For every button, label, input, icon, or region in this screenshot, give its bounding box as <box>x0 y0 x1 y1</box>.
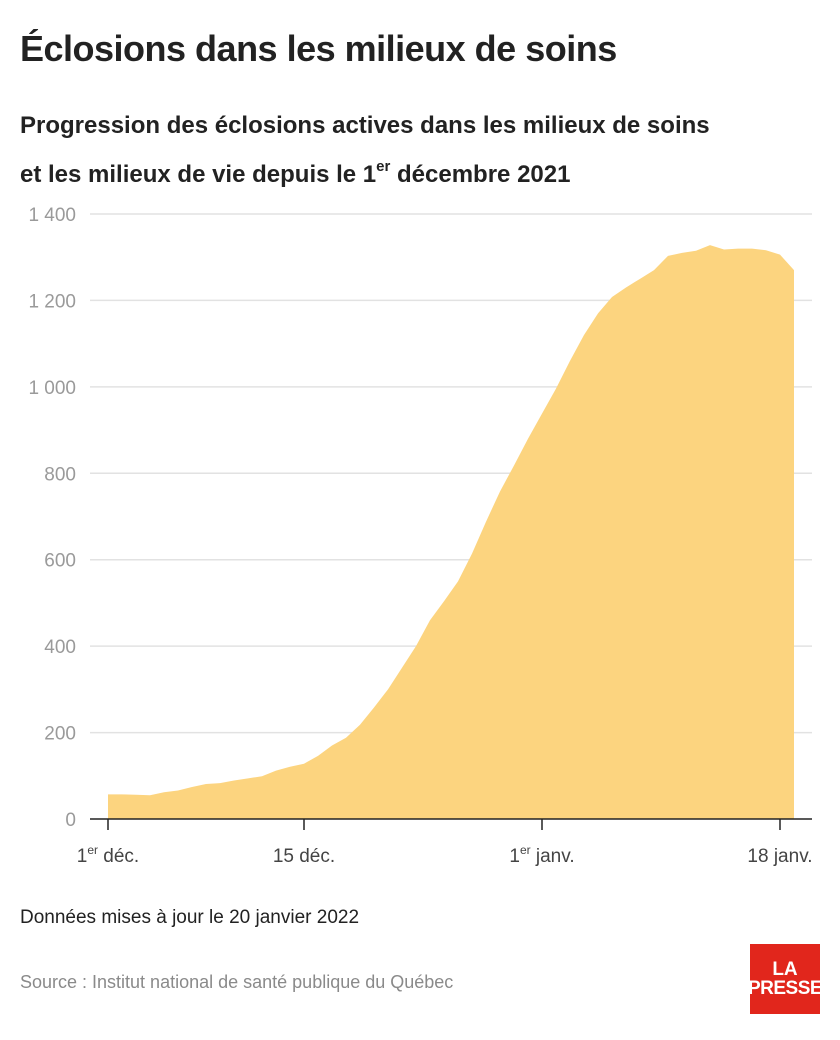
subtitle-line-2-prefix: et les milieux de vie depuis le 1 <box>20 161 377 188</box>
subtitle-line-1: Progression des éclosions actives dans l… <box>20 112 710 139</box>
x-axis <box>90 818 812 830</box>
area-chart: 0 200 400 600 800 1 000 1 200 1 400 1er déc. 15 … <box>28 205 813 867</box>
y-tick-label: 800 <box>44 464 76 485</box>
x-tick-label: 15 déc. <box>273 846 335 867</box>
x-tick-labels: 1er déc. 15 déc. 1er janv. 18 janv. <box>77 843 813 867</box>
series-area <box>108 245 794 820</box>
x-tick-label: 18 janv. <box>747 846 812 867</box>
subtitle-line-2-sup: er <box>376 158 391 175</box>
chart-subtitle: Progression des éclosions actives dans l… <box>20 104 820 196</box>
x-tick-label: 1er janv. <box>509 843 574 867</box>
y-tick-label: 200 <box>44 724 76 745</box>
subtitle-line-2-suffix: décembre 2021 <box>390 161 571 188</box>
y-tick-label: 0 <box>65 810 76 831</box>
y-tick-label: 600 <box>44 551 76 572</box>
y-tick-label: 1 200 <box>28 291 76 312</box>
y-tick-label: 1 000 <box>28 378 76 399</box>
update-note: Données mises à jour le 20 janvier 2022 <box>20 907 360 928</box>
source-note: Source : Institut national de santé publ… <box>20 972 454 992</box>
area-series <box>108 245 794 820</box>
logo-line-2: PRESSE <box>747 978 823 999</box>
y-tick-label: 400 <box>44 637 76 658</box>
logo-line-1: LA <box>772 959 798 980</box>
gridlines <box>90 213 812 734</box>
y-tick-label: 1 400 <box>28 205 76 226</box>
subtitle-line-2: et les milieux de vie depuis le 1er déce… <box>20 147 820 196</box>
la-presse-logo[interactable]: LA PRESSE <box>747 944 823 1014</box>
y-tick-labels: 0 200 400 600 800 1 000 1 200 1 400 <box>28 205 76 831</box>
chart-title: Éclosions dans les milieux de soins <box>20 28 617 69</box>
x-tick-label: 1er déc. <box>77 843 139 867</box>
